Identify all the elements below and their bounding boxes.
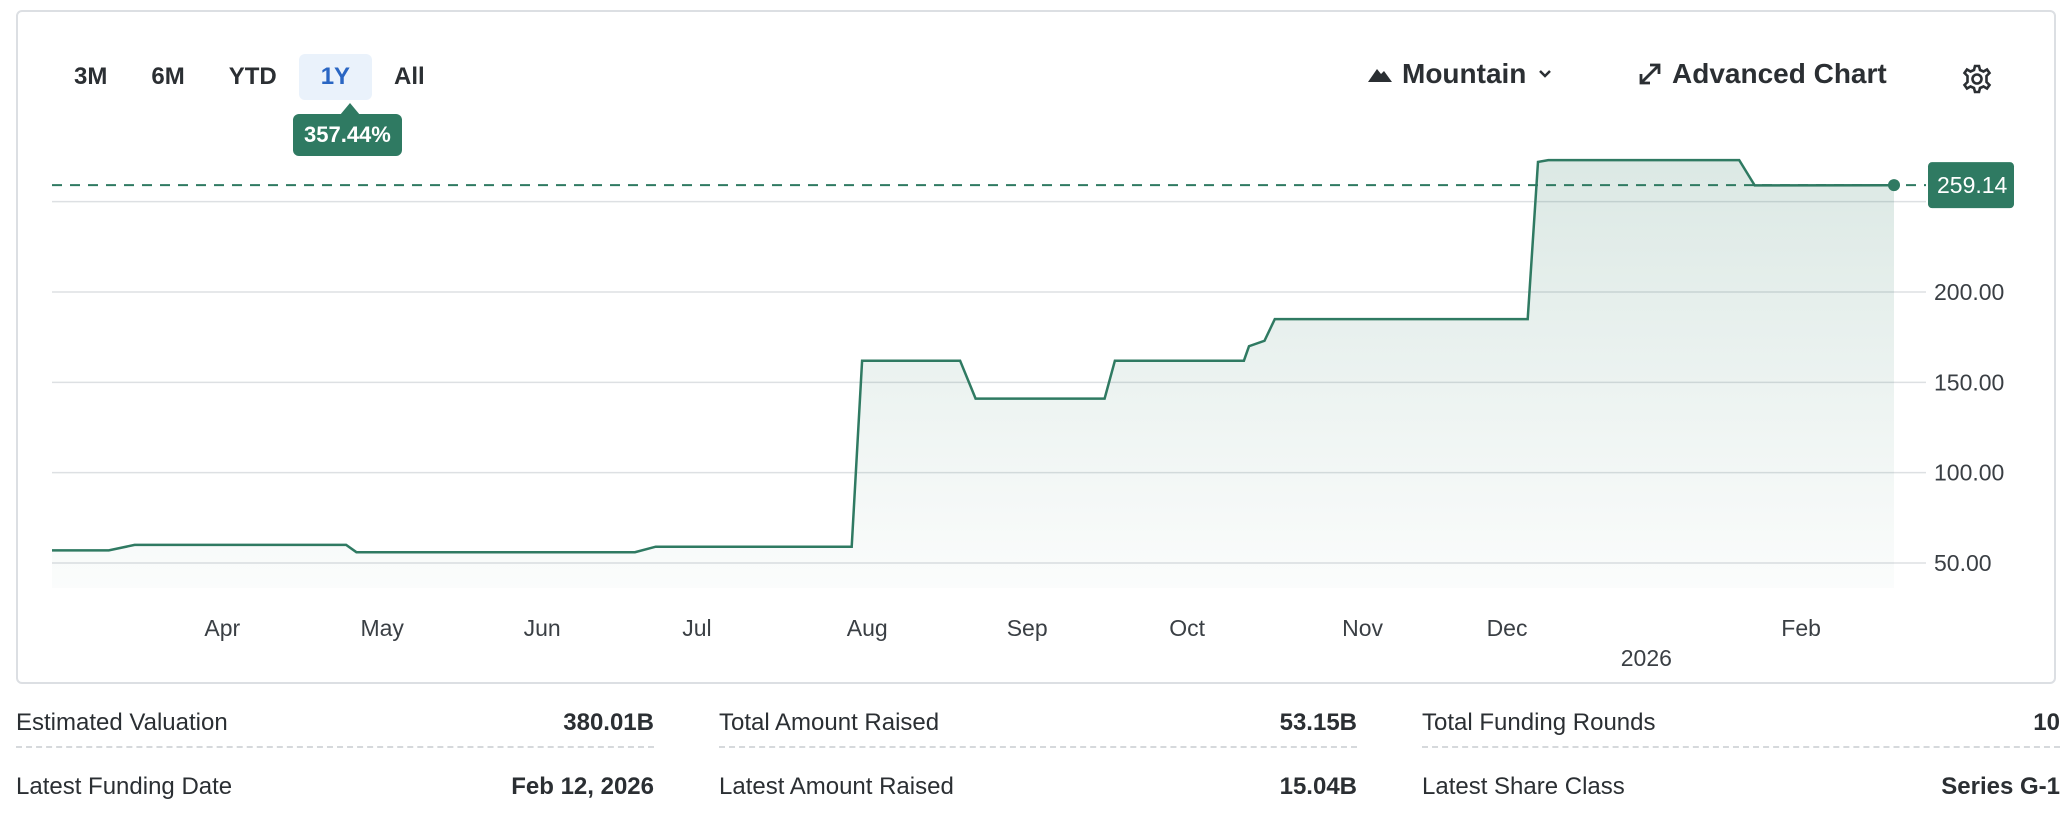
x-tick-label: Sep [1007, 615, 1048, 641]
gear-icon [1962, 64, 1992, 94]
advanced-chart-label: Advanced Chart [1672, 58, 1887, 89]
stat-value: 15.04B [1279, 773, 1357, 800]
x-tick-label: Oct [1169, 615, 1205, 641]
range-3m-button[interactable]: 3M [74, 63, 108, 90]
stat-row: Latest Share Class Series G-1 [1422, 764, 2060, 810]
y-tick-label: 50.00 [1934, 550, 1992, 576]
x-tick-label: Feb [1781, 615, 1821, 641]
tooltip-caret [340, 103, 360, 115]
valuation-chart: 50.00 100.00 150.00 200.00 Apr May Jun Jul Aug S… [52, 158, 2014, 671]
x-tick-label: Dec [1487, 615, 1528, 641]
stat-row: Latest Amount Raised 15.04B [719, 764, 1357, 810]
y-tick-label: 150.00 [1934, 369, 2004, 395]
y-tick-label: 200.00 [1934, 279, 2004, 305]
stat-value: Feb 12, 2026 [511, 773, 654, 800]
advanced-chart-button[interactable]: Advanced Chart [1638, 58, 1887, 90]
x-tick-label: May [360, 615, 404, 641]
stat-value: 380.01B [563, 709, 654, 736]
stat-row: Estimated Valuation 380.01B [16, 700, 654, 748]
stat-label: Estimated Valuation [16, 709, 228, 736]
current-value-badge: 259.14 [1928, 162, 2014, 209]
x-tick-label: Aug [847, 615, 888, 641]
x-tick-label: Nov [1342, 615, 1383, 641]
range-ytd-button[interactable]: YTD [228, 63, 277, 90]
current-value-dot [1888, 179, 1900, 192]
chart-style-dropdown[interactable]: Mountain [1368, 58, 1554, 90]
x-tick-label: Jul [682, 615, 711, 641]
stat-label: Latest Share Class [1422, 773, 1625, 800]
range-1y-button[interactable]: 1Y [298, 54, 373, 100]
stat-value: 53.15B [1279, 709, 1357, 736]
chart-style-label: Mountain [1402, 58, 1527, 89]
y-tick-label: 100.00 [1934, 460, 2004, 486]
range-all-button[interactable]: All [394, 63, 425, 90]
mountain-icon [1368, 69, 1392, 82]
current-value-text: 259.14 [1937, 172, 2008, 198]
stat-row: Total Amount Raised 53.15B [719, 700, 1357, 748]
settings-button[interactable] [1962, 64, 1992, 94]
x-tick-label: Jun [524, 615, 561, 641]
range-6m-button[interactable]: 6M [151, 63, 185, 90]
chart-series-line [52, 158, 1895, 554]
chevron-down-icon [1539, 70, 1552, 78]
stat-row: Total Funding Rounds 10 [1422, 700, 2060, 748]
stat-label: Latest Amount Raised [719, 773, 954, 800]
chart-area-fill [52, 160, 1894, 588]
stat-value: Series G-1 [1941, 773, 2060, 800]
x-tick-label: Apr [204, 615, 240, 641]
stat-row: Latest Funding Date Feb 12, 2026 [16, 764, 654, 810]
stat-label: Total Amount Raised [719, 709, 940, 736]
range-selector: 3M 6M YTD 1Y All [52, 54, 447, 100]
stat-label: Latest Funding Date [16, 773, 233, 800]
change-tooltip: 357.44% [293, 114, 402, 156]
stat-value: 10 [2033, 709, 2060, 736]
expand-arrows-icon [1639, 63, 1661, 85]
stat-label: Total Funding Rounds [1422, 709, 1656, 736]
year-label: 2026 [1621, 645, 1672, 671]
